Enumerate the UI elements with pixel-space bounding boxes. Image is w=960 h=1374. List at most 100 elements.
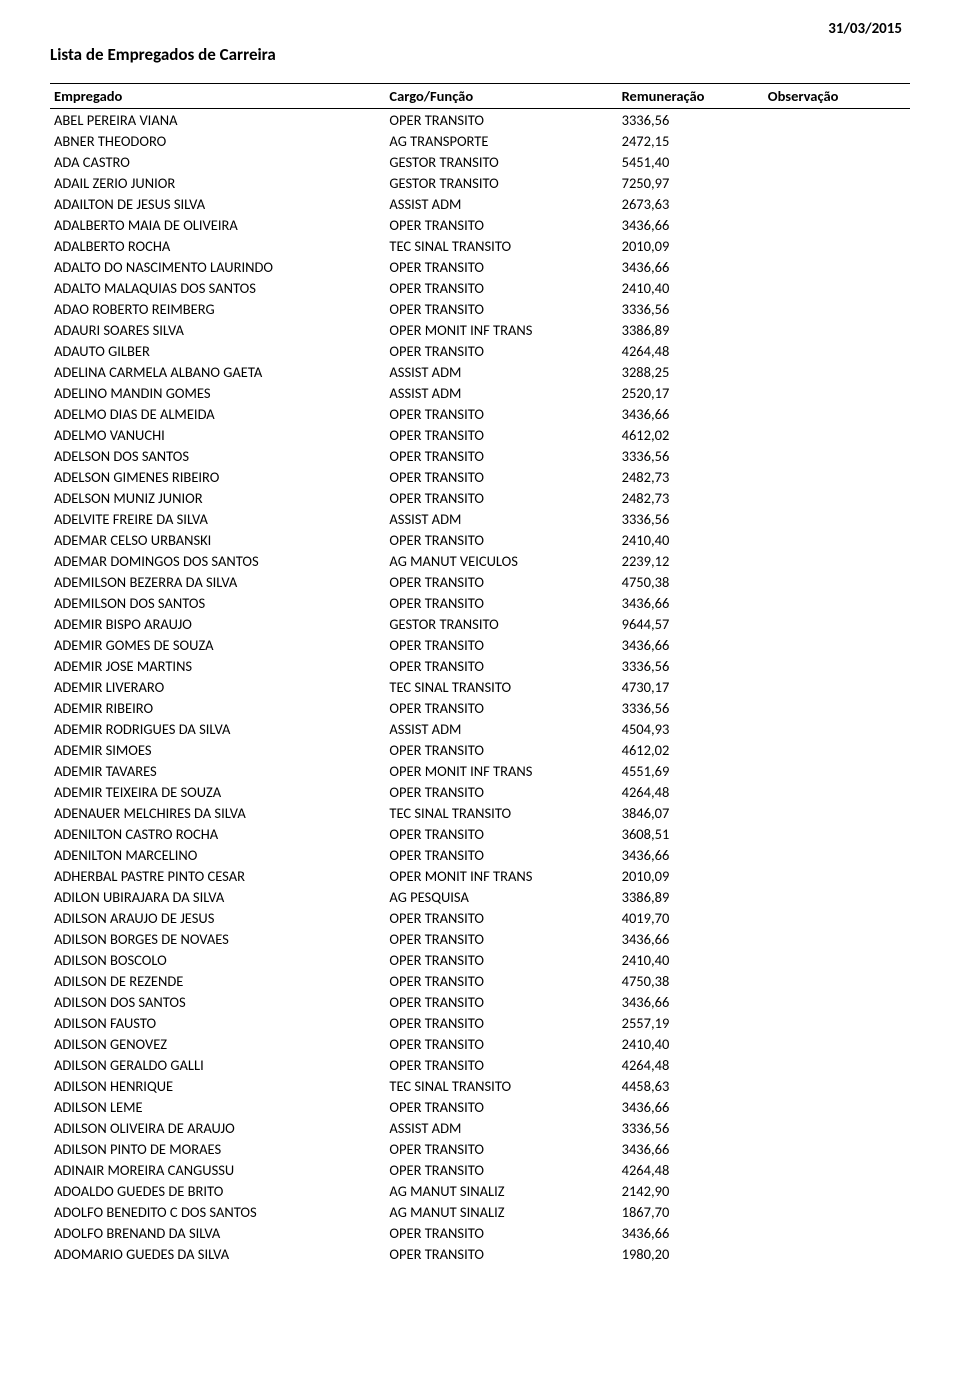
cell-empregado: ADENAUER MELCHIRES DA SILVA [50, 802, 385, 823]
cell-observacao [764, 1201, 910, 1222]
cell-remuneracao: 4504,93 [618, 718, 764, 739]
table-row: ADILSON HENRIQUETEC SINAL TRANSITO4458,6… [50, 1075, 910, 1096]
table-row: ADOMARIO GUEDES DA SILVAOPER TRANSITO198… [50, 1243, 910, 1264]
cell-remuneracao: 2010,09 [618, 235, 764, 256]
cell-observacao [764, 382, 910, 403]
cell-observacao [764, 844, 910, 865]
cell-cargo: OPER TRANSITO [385, 1033, 617, 1054]
table-row: ADAO ROBERTO REIMBERGOPER TRANSITO3336,5… [50, 298, 910, 319]
table-row: ADALTO MALAQUIAS DOS SANTOSOPER TRANSITO… [50, 277, 910, 298]
cell-empregado: ADA CASTRO [50, 151, 385, 172]
cell-empregado: ADENILTON CASTRO ROCHA [50, 823, 385, 844]
table-row: ADILON UBIRAJARA DA SILVAAG PESQUISA3386… [50, 886, 910, 907]
cell-cargo: OPER TRANSITO [385, 907, 617, 928]
table-row: ADEMIR BISPO ARAUJOGESTOR TRANSITO9644,5… [50, 613, 910, 634]
table-row: ADALTO DO NASCIMENTO LAURINDOOPER TRANSI… [50, 256, 910, 277]
cell-empregado: ADILSON GERALDO GALLI [50, 1054, 385, 1075]
cell-empregado: ADILSON GENOVEZ [50, 1033, 385, 1054]
cell-empregado: ADILSON PINTO DE MORAES [50, 1138, 385, 1159]
cell-cargo: ASSIST ADM [385, 508, 617, 529]
cell-observacao [764, 235, 910, 256]
table-row: ADOLFO BRENAND DA SILVAOPER TRANSITO3436… [50, 1222, 910, 1243]
cell-remuneracao: 3336,56 [618, 1117, 764, 1138]
cell-remuneracao: 2410,40 [618, 529, 764, 550]
cell-remuneracao: 2142,90 [618, 1180, 764, 1201]
cell-remuneracao: 2410,40 [618, 1033, 764, 1054]
cell-empregado: ADAURI SOARES SILVA [50, 319, 385, 340]
cell-observacao [764, 1222, 910, 1243]
cell-cargo: OPER TRANSITO [385, 445, 617, 466]
table-row: ADOALDO GUEDES DE BRITOAG MANUT SINALIZ2… [50, 1180, 910, 1201]
cell-observacao [764, 1012, 910, 1033]
cell-empregado: ADEMILSON DOS SANTOS [50, 592, 385, 613]
cell-remuneracao: 2239,12 [618, 550, 764, 571]
cell-observacao [764, 1180, 910, 1201]
cell-remuneracao: 2010,09 [618, 865, 764, 886]
table-row: ADILSON GENOVEZOPER TRANSITO2410,40 [50, 1033, 910, 1054]
cell-cargo: OPER TRANSITO [385, 403, 617, 424]
cell-remuneracao: 4019,70 [618, 907, 764, 928]
table-row: ADEMIR RODRIGUES DA SILVAASSIST ADM4504,… [50, 718, 910, 739]
cell-remuneracao: 3846,07 [618, 802, 764, 823]
cell-cargo: TEC SINAL TRANSITO [385, 802, 617, 823]
table-row: ADELINO MANDIN GOMESASSIST ADM2520,17 [50, 382, 910, 403]
cell-cargo: OPER TRANSITO [385, 1012, 617, 1033]
table-row: ADINAIR MOREIRA CANGUSSUOPER TRANSITO426… [50, 1159, 910, 1180]
cell-observacao [764, 760, 910, 781]
cell-cargo: AG MANUT SINALIZ [385, 1180, 617, 1201]
cell-cargo: OPER TRANSITO [385, 1222, 617, 1243]
cell-empregado: ADEMIR SIMOES [50, 739, 385, 760]
table-row: ADEMAR CELSO URBANSKIOPER TRANSITO2410,4… [50, 529, 910, 550]
cell-remuneracao: 4264,48 [618, 1054, 764, 1075]
cell-cargo: OPER TRANSITO [385, 949, 617, 970]
cell-cargo: OPER MONIT INF TRANS [385, 319, 617, 340]
table-row: ADILSON DE REZENDEOPER TRANSITO4750,38 [50, 970, 910, 991]
cell-cargo: AG TRANSPORTE [385, 130, 617, 151]
cell-remuneracao: 4551,69 [618, 760, 764, 781]
cell-remuneracao: 2482,73 [618, 487, 764, 508]
table-row: ADILSON OLIVEIRA DE ARAUJOASSIST ADM3336… [50, 1117, 910, 1138]
cell-observacao [764, 718, 910, 739]
cell-observacao [764, 802, 910, 823]
col-header-remuneracao: Remuneração [618, 84, 764, 109]
cell-empregado: ADEMIR LIVERARO [50, 676, 385, 697]
cell-empregado: ADALTO DO NASCIMENTO LAURINDO [50, 256, 385, 277]
cell-empregado: ADELMO DIAS DE ALMEIDA [50, 403, 385, 424]
cell-empregado: ADEMIR GOMES DE SOUZA [50, 634, 385, 655]
cell-empregado: ADELSON MUNIZ JUNIOR [50, 487, 385, 508]
cell-empregado: ADEMIR TEIXEIRA DE SOUZA [50, 781, 385, 802]
cell-cargo: OPER TRANSITO [385, 781, 617, 802]
cell-empregado: ADALBERTO ROCHA [50, 235, 385, 256]
cell-observacao [764, 571, 910, 592]
cell-empregado: ADENILTON MARCELINO [50, 844, 385, 865]
cell-empregado: ADINAIR MOREIRA CANGUSSU [50, 1159, 385, 1180]
cell-cargo: OPER TRANSITO [385, 466, 617, 487]
cell-observacao [764, 361, 910, 382]
cell-observacao [764, 487, 910, 508]
table-row: ADEMIR TEIXEIRA DE SOUZAOPER TRANSITO426… [50, 781, 910, 802]
cell-observacao [764, 781, 910, 802]
cell-remuneracao: 1980,20 [618, 1243, 764, 1264]
page-title: Lista de Empregados de Carreira [50, 44, 910, 65]
cell-observacao [764, 403, 910, 424]
cell-remuneracao: 3336,56 [618, 508, 764, 529]
table-row: ADILSON BOSCOLOOPER TRANSITO2410,40 [50, 949, 910, 970]
table-row: ADEMIR TAVARESOPER MONIT INF TRANS4551,6… [50, 760, 910, 781]
cell-cargo: OPER TRANSITO [385, 256, 617, 277]
table-row: ADENAUER MELCHIRES DA SILVATEC SINAL TRA… [50, 802, 910, 823]
cell-empregado: ADEMAR DOMINGOS DOS SANTOS [50, 550, 385, 571]
cell-remuneracao: 3386,89 [618, 886, 764, 907]
table-row: ADOLFO BENEDITO C DOS SANTOSAG MANUT SIN… [50, 1201, 910, 1222]
table-row: ADEMAR DOMINGOS DOS SANTOSAG MANUT VEICU… [50, 550, 910, 571]
cell-observacao [764, 151, 910, 172]
cell-cargo: GESTOR TRANSITO [385, 613, 617, 634]
cell-cargo: TEC SINAL TRANSITO [385, 235, 617, 256]
cell-cargo: OPER TRANSITO [385, 928, 617, 949]
cell-observacao [764, 277, 910, 298]
cell-observacao [764, 109, 910, 131]
table-row: ADEMILSON DOS SANTOSOPER TRANSITO3436,66 [50, 592, 910, 613]
cell-cargo: OPER MONIT INF TRANS [385, 760, 617, 781]
cell-observacao [764, 1033, 910, 1054]
col-header-cargo: Cargo/Função [385, 84, 617, 109]
cell-empregado: ADEMIR TAVARES [50, 760, 385, 781]
